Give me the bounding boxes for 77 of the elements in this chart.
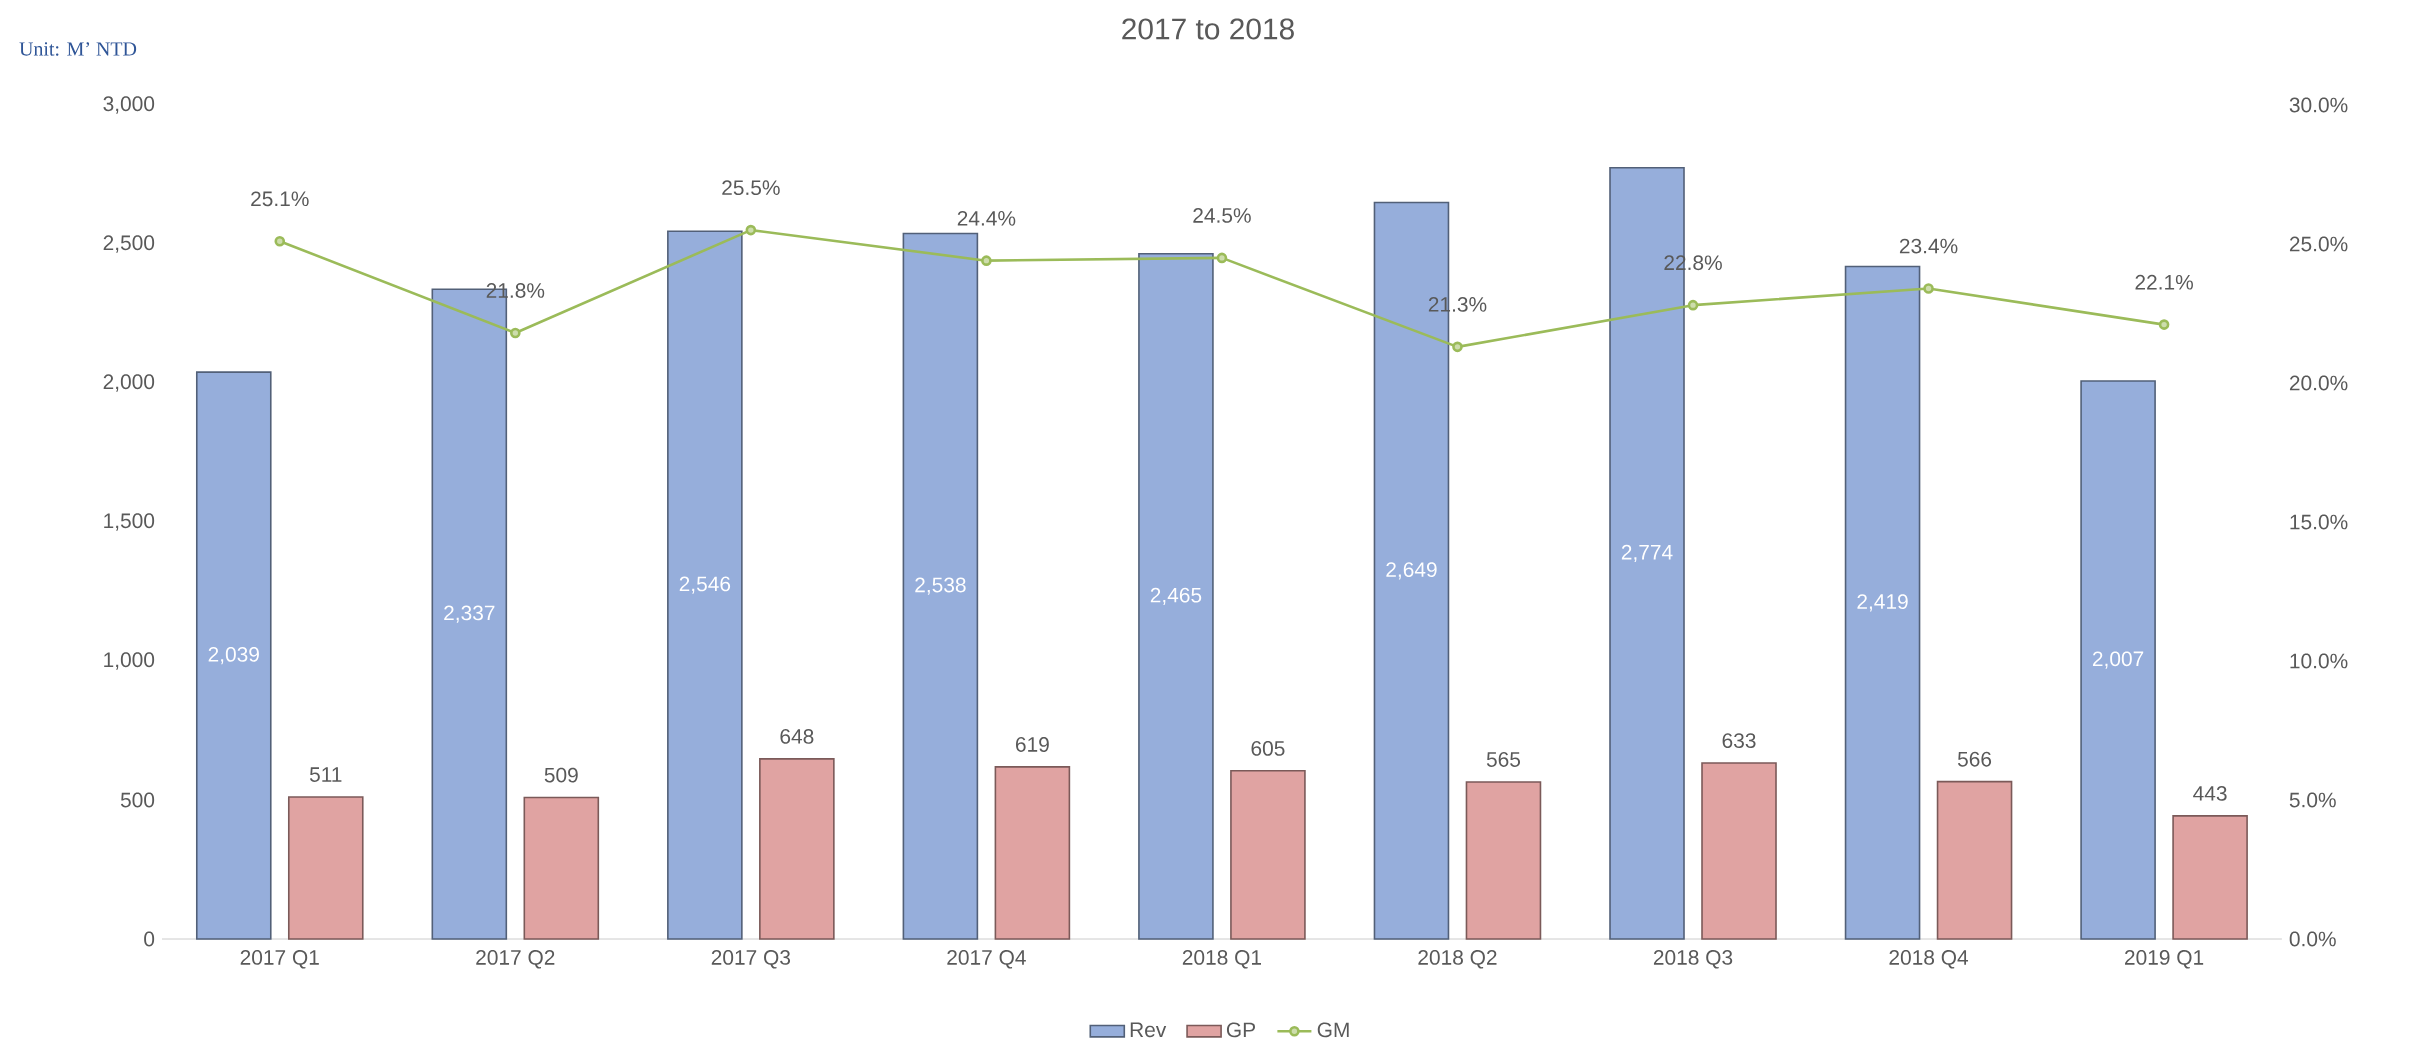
point: [274, 235, 286, 247]
x-tick-label: 2017 Q3: [711, 950, 791, 969]
legend-label: Rev: [1130, 1022, 1167, 1038]
data-label: 22.1%: [2135, 274, 2193, 290]
y-tick-label: 1,500: [104, 513, 155, 531]
data-label: 21.8%: [486, 283, 545, 298]
data-label: 2,039: [208, 646, 259, 665]
data-label: 24.5%: [1193, 208, 1251, 223]
point: [1216, 252, 1228, 264]
y-tick-label: 2,000: [103, 374, 155, 392]
data-label: 2,007: [2092, 651, 2144, 669]
y-tick-label: 3,000: [103, 96, 155, 114]
bar: [1138, 252, 1214, 940]
data-label: 566: [1957, 751, 1992, 767]
data-label: 25.1%: [251, 191, 309, 207]
data-label: 565: [1486, 752, 1521, 767]
y-tick-label: 500: [120, 792, 155, 808]
x-tick-label: 2017 Q4: [947, 950, 1026, 969]
data-label: 2,649: [1386, 562, 1437, 580]
data-label: 2,538: [915, 577, 966, 595]
point: [2158, 319, 2170, 330]
data-label: 23.4%: [1899, 238, 1958, 254]
y2-tick-label: 15.0%: [2290, 514, 2348, 530]
x-tick-label: 2018 Q2: [1418, 950, 1497, 969]
y2-tick-label: 5.0%: [2289, 792, 2336, 808]
bar: [523, 796, 600, 940]
bar: [1701, 762, 1777, 940]
bar: [994, 766, 1071, 940]
y2-tick-label: 10.0%: [2290, 653, 2348, 669]
bar: [1465, 781, 1542, 940]
data-label: 2,546: [679, 576, 731, 594]
bar: [1844, 265, 1921, 940]
x-tick-label: 2018 Q3: [1653, 950, 1733, 969]
data-label: 619: [1016, 737, 1049, 752]
data-label: 25.5%: [722, 180, 780, 196]
text: Unit: M’ NTD: [19, 42, 137, 56]
bar: [902, 232, 979, 940]
y-tick-label: 1,000: [104, 652, 155, 670]
legend-label: GP: [1226, 1022, 1255, 1038]
point: [1923, 283, 1934, 294]
bar: [667, 230, 743, 940]
y-tick-label: 2,500: [103, 235, 155, 253]
chart-title: 2017 to 2018: [1122, 18, 1294, 40]
data-label: 648: [780, 729, 814, 744]
x-tick-label: 2018 Q1: [1182, 950, 1261, 969]
x-tick-label: 2017 Q1: [240, 950, 319, 969]
data-label: 24.4%: [957, 210, 1016, 226]
x-tick-label: 2018 Q4: [1889, 950, 1969, 969]
y2-tick-label: 0.0%: [2289, 931, 2336, 947]
bar: [1936, 780, 2013, 940]
legend-label: GM: [1317, 1022, 1349, 1038]
point: [981, 255, 992, 266]
data-label: 511: [309, 767, 342, 782]
data-label: 2,465: [1150, 587, 1202, 606]
bar: [759, 758, 835, 940]
data-label: 509: [544, 767, 578, 783]
data-label: 633: [1722, 733, 1756, 748]
y2-tick-label: 20.0%: [2289, 375, 2348, 391]
data-label: 605: [1251, 740, 1285, 756]
bar: [287, 796, 364, 940]
x-tick-label: 2019 Q1: [2125, 950, 2204, 969]
point: [1687, 299, 1699, 311]
bar: [1230, 770, 1306, 940]
point: [1452, 341, 1463, 353]
y-tick-label: 0: [144, 931, 155, 947]
point: [745, 224, 757, 236]
data-label: 2,774: [1621, 544, 1673, 563]
x-tick-label: 2017 Q2: [476, 950, 555, 969]
data-label: 443: [2193, 786, 2227, 801]
y2-tick-label: 30.0%: [2289, 97, 2348, 113]
bar: [2172, 815, 2248, 940]
y2-tick-label: 25.0%: [2289, 236, 2348, 252]
bar: [195, 371, 272, 940]
point: [510, 327, 521, 339]
bar: [2080, 380, 2156, 940]
data-label: 2,419: [1857, 594, 1908, 612]
data-label: 2,337: [444, 605, 495, 623]
